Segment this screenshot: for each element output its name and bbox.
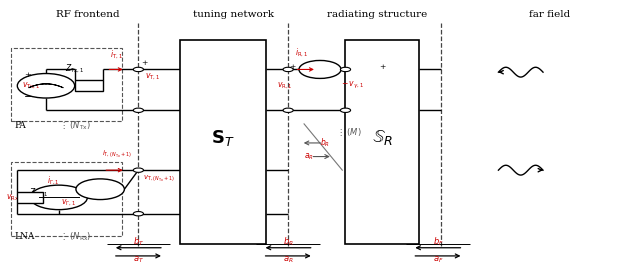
Text: $a_R$: $a_R$ xyxy=(304,151,314,162)
Circle shape xyxy=(133,108,143,112)
Circle shape xyxy=(30,185,88,210)
Text: $a_F$: $a_F$ xyxy=(433,255,443,265)
Text: $Z_{{\rm Tx},1}$: $Z_{{\rm Tx},1}$ xyxy=(65,63,84,75)
Text: $v_{{\rm T},(N_{\rm Tx}+1)}$: $v_{{\rm T},(N_{\rm Tx}+1)}$ xyxy=(143,173,175,183)
Text: $i_{{\rm T},1}$: $i_{{\rm T},1}$ xyxy=(109,49,123,61)
Text: $b_F$: $b_F$ xyxy=(433,235,444,248)
Circle shape xyxy=(283,67,293,72)
Text: LNA: LNA xyxy=(14,232,35,241)
Text: $v_{{\rm R},1}$: $v_{{\rm R},1}$ xyxy=(276,81,292,91)
Circle shape xyxy=(17,73,75,98)
Text: $\vdots\;(N_{\rm Tx})$: $\vdots\;(N_{\rm Tx})$ xyxy=(59,119,91,131)
Text: $v_{{\rm T},1}$: $v_{{\rm T},1}$ xyxy=(145,72,160,82)
Text: $\vdots\;(M)$: $\vdots\;(M)$ xyxy=(336,126,362,138)
Text: −: − xyxy=(24,92,33,102)
Circle shape xyxy=(340,67,351,72)
Circle shape xyxy=(133,67,143,72)
Text: $\mathbb{S}_R$: $\mathbb{S}_R$ xyxy=(372,128,392,147)
Text: $b_T$: $b_T$ xyxy=(132,235,144,248)
Text: $a_T$: $a_T$ xyxy=(133,255,144,265)
Text: $i_{{\Gamma},1}$: $i_{{\Gamma},1}$ xyxy=(47,175,60,187)
Text: +: + xyxy=(141,59,148,67)
Circle shape xyxy=(299,60,341,78)
Text: $\mathbf{S}_T$: $\mathbf{S}_T$ xyxy=(211,128,235,147)
Text: radiating structure: radiating structure xyxy=(327,10,428,18)
Circle shape xyxy=(340,108,351,112)
Text: $b_R$: $b_R$ xyxy=(283,235,294,248)
Text: $-\,v_{\gamma,1}$: $-\,v_{\gamma,1}$ xyxy=(341,80,364,91)
Text: +: + xyxy=(289,63,296,71)
Text: $v_{{\rm Rx},1}$: $v_{{\rm Rx},1}$ xyxy=(6,192,26,202)
Circle shape xyxy=(76,179,124,200)
Text: PA: PA xyxy=(14,121,26,130)
Text: $a_R$: $a_R$ xyxy=(283,255,294,265)
Text: tuning network: tuning network xyxy=(193,10,275,18)
Text: $v_{\Gamma,1}$: $v_{\Gamma,1}$ xyxy=(61,198,76,208)
Text: +: + xyxy=(380,63,386,71)
Circle shape xyxy=(133,168,143,172)
Text: RF frontend: RF frontend xyxy=(56,10,119,18)
Text: $Z_{{\rm Rx},1}$: $Z_{{\rm Rx},1}$ xyxy=(29,187,49,199)
Bar xyxy=(11,162,122,235)
Text: $i_{{\rm T},(N_{\rm Tx}+1)}$: $i_{{\rm T},(N_{\rm Tx}+1)}$ xyxy=(102,148,132,159)
Bar xyxy=(75,80,103,91)
Circle shape xyxy=(283,108,293,112)
Bar xyxy=(17,192,43,203)
Text: $i_{{\rm R},1}$: $i_{{\rm R},1}$ xyxy=(294,46,308,59)
Text: $v_{{\rm Tx},1}$: $v_{{\rm Tx},1}$ xyxy=(22,81,40,91)
Text: far field: far field xyxy=(529,10,570,18)
Text: $\vdots\;(N_{\rm Rx})$: $\vdots\;(N_{\rm Rx})$ xyxy=(59,231,92,243)
Circle shape xyxy=(133,211,143,216)
Bar xyxy=(180,40,266,244)
Bar xyxy=(346,40,419,244)
Text: +: + xyxy=(24,71,31,79)
Bar xyxy=(11,48,122,121)
Text: $b_R$: $b_R$ xyxy=(320,137,330,149)
